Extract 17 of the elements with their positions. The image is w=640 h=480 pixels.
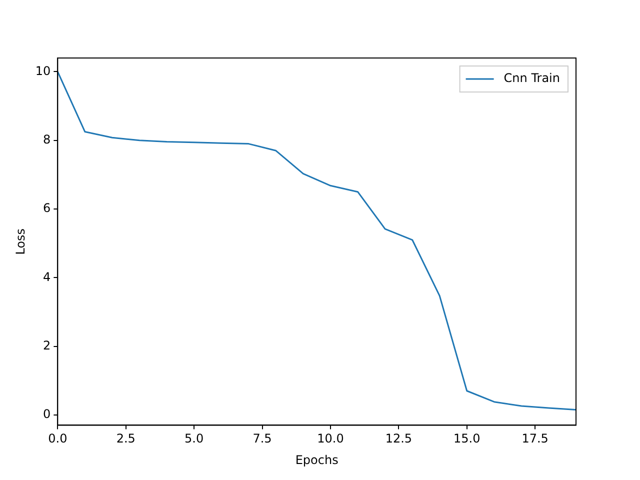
x-tick-label: 12.5	[385, 432, 412, 446]
x-tick-label: 0.0	[48, 432, 68, 446]
x-tick-label: 5.0	[184, 432, 204, 446]
y-tick-label: 4	[43, 270, 51, 284]
legend-label: Cnn Train	[504, 71, 560, 86]
x-tick-label: 17.5	[522, 432, 548, 446]
x-tick-label: 2.5	[116, 432, 136, 446]
y-axis-title: Loss	[13, 228, 28, 255]
y-tick-label: 8	[43, 132, 51, 146]
y-tick-label: 6	[43, 201, 51, 216]
y-tick-label: 10	[35, 64, 51, 78]
y-tick-label: 2	[43, 338, 51, 352]
x-axis-title: Epochs	[295, 452, 338, 467]
x-tick-label: 10.0	[317, 432, 344, 446]
y-tick-label: 0	[43, 407, 51, 422]
x-tick-label: 7.5	[252, 432, 272, 446]
x-tick-label: 15.0	[454, 432, 480, 446]
